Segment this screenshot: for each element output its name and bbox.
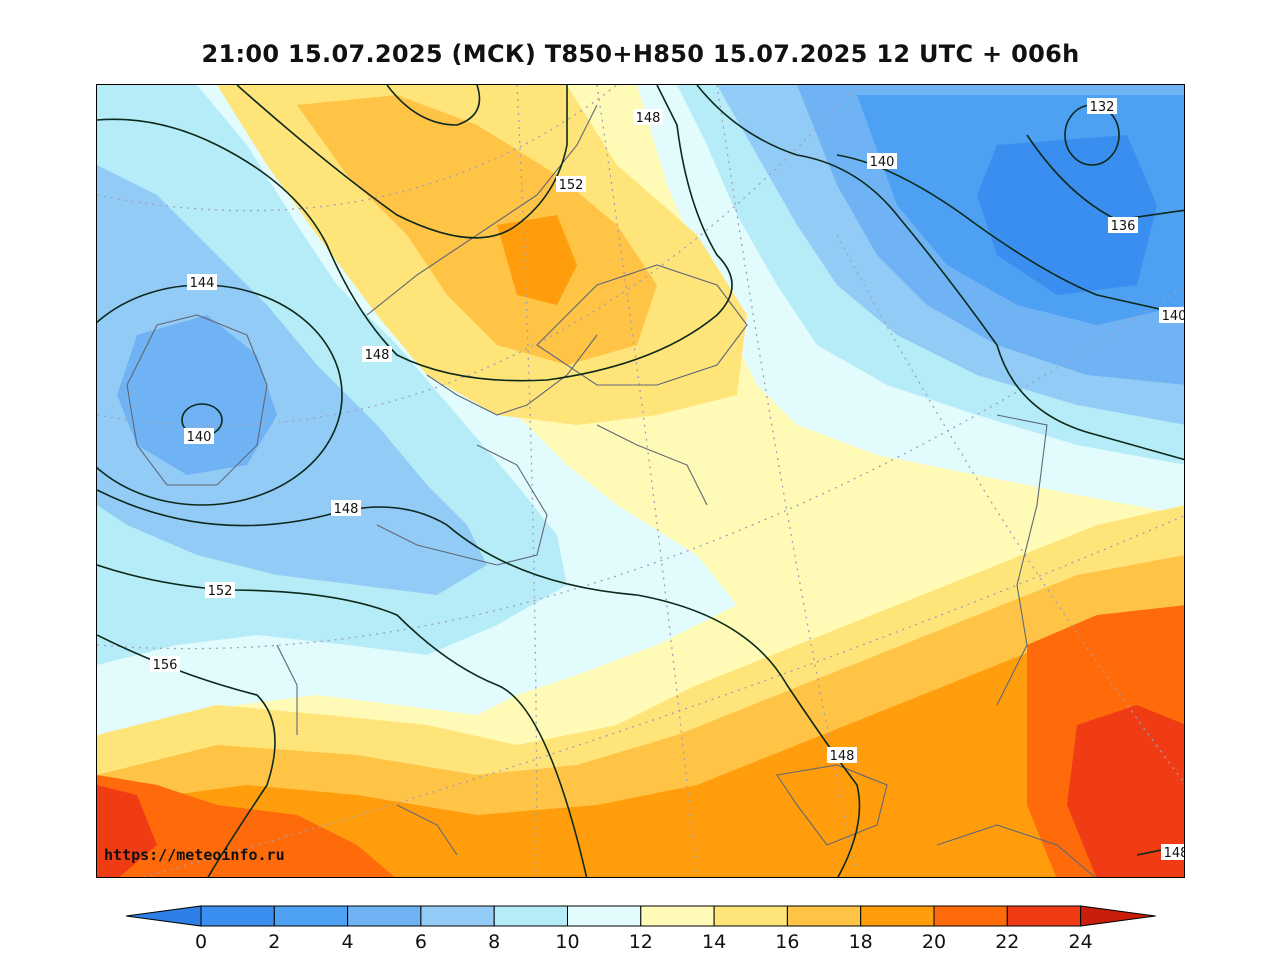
colorbar-cell <box>200 905 275 927</box>
contour-label: 144 <box>190 276 215 291</box>
colorbar <box>126 905 1156 927</box>
colorbar-tick-label: 4 <box>341 931 354 953</box>
field-22-24-southwest <box>97 785 157 877</box>
colorbar-cell <box>273 905 349 927</box>
contour-label: 152 <box>208 584 233 599</box>
contour-label: 148 <box>1164 846 1185 861</box>
field-18-20-north <box>497 215 577 305</box>
colorbar-cell <box>640 905 715 927</box>
contour-label: 140 <box>1162 309 1185 324</box>
contour-label: 148 <box>830 749 855 764</box>
contour-label: 148 <box>334 502 359 517</box>
colorbar-cell <box>1006 905 1082 927</box>
contour-label: 140 <box>870 155 895 170</box>
field-20-22-southwest <box>97 775 395 877</box>
colorbar-tick-label: 20 <box>921 931 947 953</box>
field-6-8-west <box>97 165 487 595</box>
contour-label: 148 <box>636 111 661 126</box>
field-4-6-west <box>117 315 277 475</box>
colorbar-cell <box>933 905 1008 927</box>
map-title: 21:00 15.07.2025 (МСК) T850+H850 15.07.2… <box>201 40 1080 68</box>
colorbar-tick-label: 12 <box>628 931 653 953</box>
contour-148-north <box>97 85 733 382</box>
colorbar-cell <box>713 905 788 927</box>
colorbar-cell <box>786 905 862 927</box>
colorbar-tick-label: 22 <box>995 931 1020 953</box>
colorbar-tick-label: 16 <box>775 931 800 953</box>
field-18-20-south <box>97 605 1184 877</box>
colorbar-tick-label: 8 <box>488 931 501 953</box>
colorbar-tick-label: 24 <box>1068 931 1093 953</box>
colorbar-cell <box>420 905 495 927</box>
colorbar-cell <box>860 905 935 927</box>
colorbar-cell <box>493 905 569 927</box>
contour-152-south <box>97 564 588 877</box>
contour-140-east <box>696 85 1184 461</box>
contour-label: 140 <box>187 430 212 445</box>
contour-148-south <box>97 489 861 877</box>
source-watermark: https://meteoinfo.ru <box>104 846 285 864</box>
colorbar-tick-label: 14 <box>702 931 727 953</box>
contour-label: 152 <box>559 178 584 193</box>
graticule <box>97 85 1184 877</box>
colorbar-cell <box>567 905 642 927</box>
colorbar-over-arrow <box>1080 905 1156 927</box>
colorbar-tick-label: 18 <box>848 931 873 953</box>
contour-152-closed <box>386 85 481 126</box>
height-contours <box>97 85 1184 877</box>
contour-152-north <box>236 85 568 239</box>
contour-label: 156 <box>153 658 178 673</box>
temperature-map: 148 152 140 132 136 140 144 148 140 148 … <box>97 85 1185 877</box>
contour-label-group: 148 152 140 132 136 140 144 148 140 148 … <box>150 98 1185 861</box>
colorbar-tick-label: 2 <box>268 931 281 953</box>
colorbar-under-arrow <box>126 905 202 927</box>
coastlines <box>126 104 1096 877</box>
field-16-18-north <box>297 95 657 365</box>
contour-label: 136 <box>1111 219 1136 234</box>
map-panel: 148 152 140 132 136 140 144 148 140 148 … <box>96 84 1185 878</box>
colorbar-tick-label: 6 <box>414 931 427 953</box>
colorbar-cell <box>347 905 422 927</box>
contour-label: 132 <box>1090 100 1115 115</box>
colorbar-tick-label: 10 <box>555 931 580 953</box>
colorbar-cells <box>126 905 1156 927</box>
contour-label: 148 <box>365 348 390 363</box>
field-22-24-southeast <box>1067 705 1184 877</box>
colorbar-tick-label: 0 <box>194 931 208 953</box>
